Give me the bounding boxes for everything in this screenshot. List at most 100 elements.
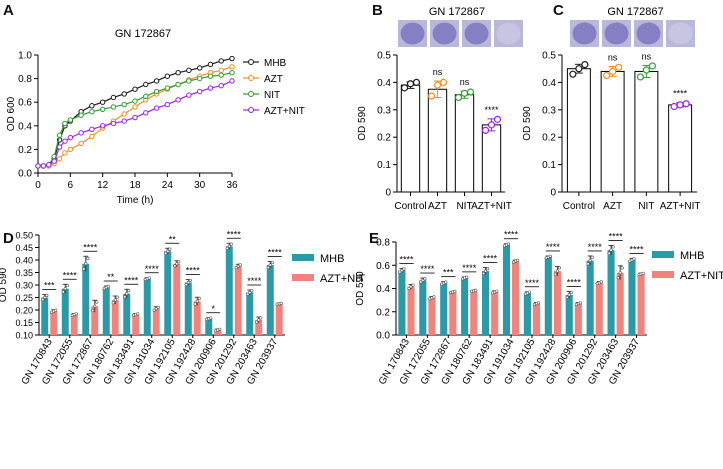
panel-e-significance: **** bbox=[546, 242, 561, 252]
panel-a-point bbox=[218, 82, 224, 89]
panel-d-data-point bbox=[74, 312, 78, 316]
panel-a-point bbox=[56, 144, 63, 150]
panel-a-y-tick-label: 0.8 bbox=[18, 74, 32, 85]
panel-d-bar-mhb bbox=[205, 318, 213, 335]
panel-a-y-tick-label: 0.0 bbox=[18, 169, 32, 180]
panel-d-bar-azt-nit bbox=[132, 314, 140, 335]
panel-b-y-tick-label: 0.5 bbox=[377, 51, 391, 62]
panel-a-point bbox=[207, 85, 214, 91]
panel-d-data-point bbox=[268, 263, 272, 267]
panel-a-point bbox=[89, 103, 95, 109]
panel-c-y-tick-label: 0.3 bbox=[542, 105, 556, 116]
panel-a-point bbox=[67, 134, 74, 141]
panel-b-data-point bbox=[406, 80, 415, 88]
panel-e-bar-mhb bbox=[544, 257, 552, 335]
panel-a-point bbox=[121, 111, 127, 117]
panel-d-data-point bbox=[125, 292, 129, 296]
panel-e-data-point bbox=[474, 288, 478, 292]
panel-e-bar-azt-nit bbox=[637, 273, 645, 335]
panel-a-point bbox=[78, 140, 84, 147]
panel-a-legend-marker bbox=[248, 107, 254, 113]
panel-b-data-point bbox=[427, 92, 436, 100]
panel-d-data-point bbox=[186, 280, 190, 285]
panel-e-bar-mhb bbox=[502, 244, 511, 335]
panel-d-significance: **** bbox=[247, 276, 262, 286]
panel-d-data-point bbox=[195, 299, 199, 303]
panel-a-point bbox=[207, 61, 214, 68]
panel-c-significance: **** bbox=[673, 89, 688, 99]
panel-a-point bbox=[218, 72, 224, 78]
panel-e-bar-mhb bbox=[586, 260, 594, 335]
panel-e-y-tick-label: 0.6 bbox=[376, 261, 390, 272]
panel-d-significance: **** bbox=[63, 270, 78, 280]
panel-e-data-point bbox=[409, 285, 413, 289]
panel-a-point bbox=[175, 81, 181, 88]
panel-a-point bbox=[229, 70, 235, 76]
panel-b-data-point bbox=[454, 93, 463, 102]
panel-e-significance: **** bbox=[399, 254, 414, 264]
panel-e-data-point bbox=[515, 258, 520, 262]
panel-e-data-point bbox=[567, 293, 571, 297]
panel-d-data-point bbox=[229, 242, 233, 246]
panel-d-data-point bbox=[95, 300, 99, 304]
panel-c-data-point bbox=[575, 65, 583, 73]
panel-c-data-point bbox=[581, 60, 589, 69]
panel-a-point bbox=[62, 138, 68, 144]
panel-d-significance: **** bbox=[186, 266, 201, 276]
panel-d-data-point bbox=[82, 267, 86, 271]
panel-b-data-point bbox=[433, 81, 442, 89]
panel-e-data-point bbox=[444, 280, 448, 284]
panel-a-point bbox=[110, 94, 117, 101]
panel-a-point bbox=[229, 64, 235, 70]
panel-c-well-stain bbox=[636, 22, 661, 45]
panel-c-well-stain bbox=[668, 22, 693, 45]
panel-c-x-tick-label: AZT bbox=[603, 201, 622, 212]
panel-e-significance: **** bbox=[462, 263, 477, 273]
panel-c-data-point bbox=[676, 101, 684, 109]
panel-a-y-tick-label: 0.2 bbox=[18, 145, 32, 156]
panel-d-data-point bbox=[156, 305, 160, 309]
panel-e-bar-mhb bbox=[607, 250, 615, 335]
panel-d-bar-azt-nit bbox=[70, 314, 78, 335]
panel-d-data-point bbox=[164, 251, 168, 255]
panel-b-x-tick-label: NIT bbox=[456, 201, 472, 212]
panel-d-data-point bbox=[91, 308, 95, 313]
panel-d-bar-azt-nit bbox=[214, 330, 222, 335]
panel-d-data-point bbox=[168, 247, 172, 251]
panel-d-bar-mhb bbox=[61, 288, 69, 335]
panel-e-data-point bbox=[411, 283, 415, 287]
panel-e-data-point bbox=[407, 286, 411, 290]
panel-d-significance: *** bbox=[44, 281, 55, 291]
panel-d-data-point bbox=[248, 290, 252, 295]
panel-d-ylabel: OD 590 bbox=[0, 267, 9, 302]
panel-d-data-point bbox=[270, 260, 274, 265]
panel-a-point bbox=[89, 133, 95, 140]
panel-c-well-stain bbox=[604, 22, 629, 45]
panel-e-data-point bbox=[555, 269, 560, 273]
panel-c-well-stain bbox=[572, 22, 597, 45]
panel-c-y-tick-label: 0 bbox=[550, 188, 556, 199]
panel-d-bar-mhb bbox=[184, 282, 192, 335]
panel-e-data-point bbox=[611, 245, 615, 249]
panel-b-well-stain bbox=[464, 22, 489, 45]
panel-e-data-point bbox=[599, 280, 603, 284]
panel-c-data-point bbox=[615, 63, 623, 71]
panel-e-bar-azt-nit bbox=[574, 303, 582, 335]
panel-a-legend-marker bbox=[248, 91, 254, 97]
panel-a-point bbox=[67, 146, 74, 153]
panel-label-d: D bbox=[3, 230, 14, 247]
panel-a-legend-label: NIT bbox=[264, 90, 280, 101]
panel-d-data-point bbox=[238, 263, 242, 267]
panel-e-data-point bbox=[607, 251, 611, 255]
panel-e-bar-mhb bbox=[523, 293, 531, 335]
panel-d-bar-mhb bbox=[266, 265, 274, 335]
panel-b-data-point bbox=[487, 121, 496, 129]
panel-e-data-point bbox=[588, 259, 592, 263]
panel-label-c: C bbox=[553, 2, 564, 19]
panel-a-x-tick-label: 6 bbox=[68, 180, 74, 191]
panel-d-data-point bbox=[136, 312, 140, 316]
panel-b-well-stain bbox=[432, 22, 457, 45]
panel-a-legend-marker bbox=[248, 59, 254, 65]
panel-d-y-tick-label: 0.45 bbox=[15, 243, 33, 253]
panel-d-bar-azt-nit bbox=[111, 300, 119, 335]
